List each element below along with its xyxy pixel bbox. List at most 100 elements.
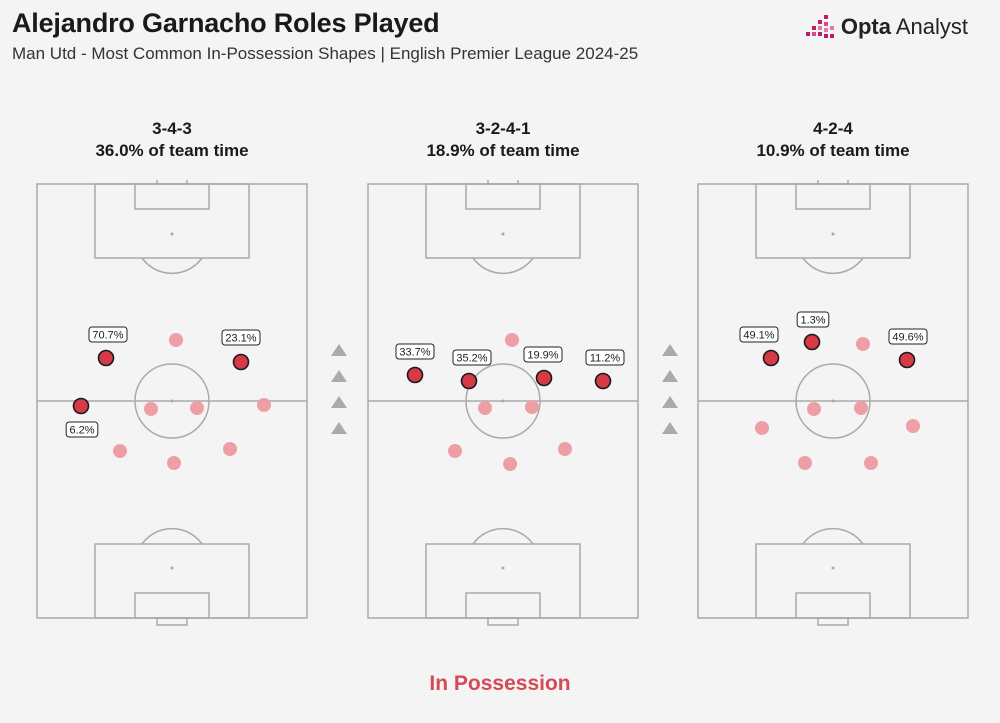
pitch-panel-2: 3-2-4-1 18.9% of team time 33.7% 35.2% 19.… — [367, 118, 639, 626]
team-time-label: 10.9% of team time — [756, 141, 910, 160]
goal-area-top — [795, 183, 871, 210]
role-share-badge — [523, 346, 563, 363]
role-share-badge — [88, 326, 128, 343]
team-time-label: 18.9% of team time — [426, 141, 580, 160]
player-marker-active — [594, 372, 612, 390]
up-arrow-icon — [662, 370, 678, 382]
penalty-area-top — [755, 183, 911, 259]
center-circle — [134, 363, 210, 439]
player-marker — [755, 421, 769, 435]
penalty-arc-top — [802, 257, 864, 275]
footer-label: In Possession — [429, 672, 571, 695]
player-marker-active — [72, 397, 90, 415]
role-share-label: 6.2% — [69, 425, 94, 437]
player-marker-active — [232, 353, 250, 371]
penalty-area-bottom — [755, 543, 911, 619]
role-share-label: 49.1% — [743, 330, 774, 342]
goal-top — [817, 180, 849, 185]
brand-name: Opta Analyst — [840, 14, 968, 39]
goal-bottom — [817, 617, 849, 626]
up-arrow-icon — [331, 396, 347, 408]
up-arrow-icon — [331, 370, 347, 382]
role-share-label: 19.9% — [527, 350, 558, 362]
player-marker — [807, 402, 821, 416]
player-marker — [854, 401, 868, 415]
player-marker — [478, 401, 492, 415]
player-marker-active — [460, 372, 478, 390]
goal-area-bottom — [465, 592, 541, 619]
player-marker — [257, 398, 271, 412]
player-marker — [223, 442, 237, 456]
center-circle — [795, 363, 871, 439]
penalty-spot — [170, 566, 174, 570]
penalty-spot — [831, 566, 835, 570]
player-marker-active — [535, 369, 553, 387]
up-arrow-icon — [662, 422, 678, 434]
player-marker — [558, 442, 572, 456]
pitch-header: 3-4-3 36.0% of team time — [36, 118, 308, 168]
player-marker-active — [97, 349, 115, 367]
opta-logo-icon — [805, 15, 834, 38]
role-share-label: 35.2% — [456, 353, 487, 365]
role-share-badge — [739, 326, 779, 343]
penalty-spot — [501, 566, 505, 570]
role-share-badge — [395, 343, 435, 360]
goal-top — [487, 180, 519, 185]
player-marker — [906, 419, 920, 433]
attack-direction-arrows — [662, 344, 678, 434]
player-marker — [190, 401, 204, 415]
player-marker-active — [762, 349, 780, 367]
page-subtitle: Man Utd - Most Common In-Possession Shap… — [12, 44, 639, 63]
penalty-arc-top — [472, 257, 534, 275]
player-marker-active — [406, 366, 424, 384]
player-marker — [864, 456, 878, 470]
role-share-badge — [888, 328, 928, 345]
up-arrow-icon — [331, 422, 347, 434]
penalty-spot — [831, 232, 835, 236]
goal-bottom — [487, 617, 519, 626]
penalty-arc-top — [141, 257, 203, 275]
penalty-arc-bottom — [472, 527, 534, 545]
goal-bottom — [156, 617, 188, 626]
penalty-area-bottom — [94, 543, 250, 619]
player-marker — [505, 333, 519, 347]
penalty-area-top — [94, 183, 250, 259]
penalty-arc-bottom — [141, 527, 203, 545]
brand: Opta Analyst — [805, 14, 968, 40]
center-spot — [831, 399, 835, 403]
role-share-label: 23.1% — [225, 333, 256, 345]
pitch-header: 3-2-4-1 18.9% of team time — [367, 118, 639, 168]
up-arrow-icon — [331, 344, 347, 356]
player-marker — [798, 456, 812, 470]
formation-label: 3-4-3 — [152, 119, 192, 138]
role-share-badge — [585, 349, 625, 366]
attack-direction-arrows — [331, 344, 347, 434]
pitch-panel-1: 3-4-3 36.0% of team time 70.7% 23.1% 6.2% — [36, 118, 308, 626]
player-marker — [167, 456, 181, 470]
penalty-spot — [501, 232, 505, 236]
player-marker — [144, 402, 158, 416]
player-marker-active — [803, 333, 821, 351]
player-marker — [503, 457, 517, 471]
role-share-label: 1.3% — [800, 315, 825, 327]
pitch: 70.7% 23.1% 6.2% — [36, 180, 308, 626]
pitch: 49.1% 1.3% 49.6% — [697, 180, 969, 626]
goal-area-top — [465, 183, 541, 210]
penalty-spot — [170, 232, 174, 236]
role-share-label: 33.7% — [399, 347, 430, 359]
role-share-badge — [796, 311, 830, 328]
player-marker-active — [898, 351, 916, 369]
player-marker — [856, 337, 870, 351]
role-share-label: 49.6% — [892, 332, 923, 344]
penalty-arc-bottom — [802, 527, 864, 545]
player-marker — [525, 400, 539, 414]
player-marker — [169, 333, 183, 347]
up-arrow-icon — [662, 396, 678, 408]
pitch-panel-3: 4-2-4 10.9% of team time 49.1% 1.3% 49.6% — [697, 118, 969, 626]
center-spot — [501, 399, 505, 403]
penalty-area-top — [425, 183, 581, 259]
goal-top — [156, 180, 188, 185]
formation-label: 3-2-4-1 — [475, 119, 531, 138]
role-share-badge — [221, 329, 261, 346]
role-share-badge — [452, 349, 492, 366]
